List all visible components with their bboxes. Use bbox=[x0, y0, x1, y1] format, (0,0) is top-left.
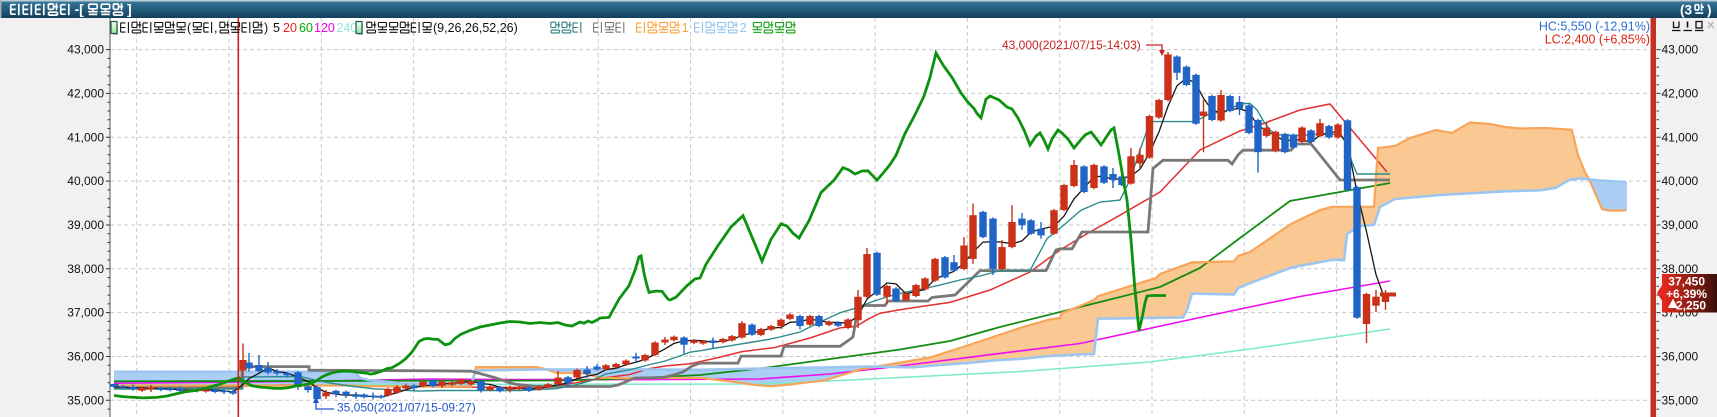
svg-text:35,050(2021/07/15-09:27): 35,050(2021/07/15-09:27) bbox=[337, 401, 476, 415]
svg-text:20: 20 bbox=[283, 21, 297, 35]
svg-text:36,000: 36,000 bbox=[1662, 350, 1699, 364]
svg-text:(9,26,26,52,26): (9,26,26,52,26) bbox=[433, 21, 518, 35]
svg-text:41,000: 41,000 bbox=[1662, 130, 1699, 144]
svg-text:35,000: 35,000 bbox=[1662, 393, 1699, 407]
svg-text:240: 240 bbox=[337, 21, 358, 35]
svg-text:2: 2 bbox=[740, 21, 747, 35]
svg-text:38,000: 38,000 bbox=[67, 262, 104, 276]
svg-text:HC:5,550 (-12,91%): HC:5,550 (-12,91%) bbox=[1539, 20, 1650, 34]
svg-text:38,000: 38,000 bbox=[1662, 262, 1699, 276]
svg-text:39,000: 39,000 bbox=[67, 218, 104, 232]
svg-text:,: , bbox=[214, 21, 217, 35]
svg-text:5: 5 bbox=[273, 21, 280, 35]
svg-text:35,000: 35,000 bbox=[67, 393, 104, 407]
svg-text:40,000: 40,000 bbox=[1662, 174, 1699, 188]
svg-text:): ) bbox=[1707, 3, 1712, 18]
svg-text:39,000: 39,000 bbox=[1662, 218, 1699, 232]
svg-text:37,000: 37,000 bbox=[67, 306, 104, 320]
svg-text:(3: (3 bbox=[1680, 3, 1692, 18]
svg-text:1: 1 bbox=[682, 21, 689, 35]
svg-text:37,450: 37,450 bbox=[1668, 275, 1705, 289]
svg-text:2,250: 2,250 bbox=[1676, 299, 1706, 313]
svg-text:43,000: 43,000 bbox=[67, 43, 104, 57]
svg-text:40,000: 40,000 bbox=[67, 174, 104, 188]
svg-text:42,000: 42,000 bbox=[1662, 86, 1699, 100]
svg-text:42,000: 42,000 bbox=[67, 86, 104, 100]
svg-text:43,000(2021/07/15-14:03): 43,000(2021/07/15-14:03) bbox=[1002, 38, 1141, 52]
svg-text:LC:2,400 (+6,85%): LC:2,400 (+6,85%) bbox=[1545, 33, 1650, 47]
svg-text:]: ] bbox=[127, 1, 132, 17]
svg-text:120: 120 bbox=[314, 21, 335, 35]
svg-text:+6,39%: +6,39% bbox=[1666, 287, 1707, 301]
svg-text:41,000: 41,000 bbox=[67, 130, 104, 144]
svg-text:43,000: 43,000 bbox=[1662, 43, 1699, 57]
svg-text:36,000: 36,000 bbox=[67, 350, 104, 364]
svg-text:): ) bbox=[264, 21, 268, 35]
svg-text:60: 60 bbox=[299, 21, 313, 35]
svg-text:-[: -[ bbox=[75, 1, 85, 17]
svg-text:(: ( bbox=[187, 21, 192, 35]
